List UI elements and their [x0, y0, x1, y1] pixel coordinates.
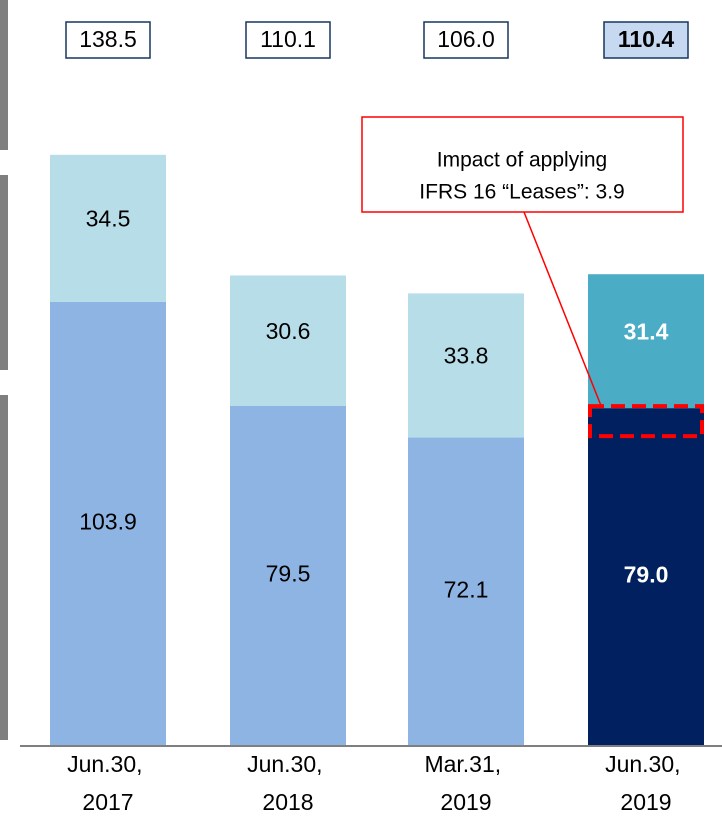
total-box — [603, 21, 689, 59]
value-label: 31.4 — [624, 318, 669, 344]
x-tick-label: Jun.30, 2017 — [67, 751, 149, 815]
value-label: 30.6 — [266, 318, 311, 344]
x-tick-line: Mar.31, — [424, 751, 507, 777]
side-marker — [0, 0, 8, 150]
x-tick-label: Jun.30, 2019 — [605, 751, 687, 815]
total-label: 110.1 — [260, 26, 316, 52]
value-label: 33.8 — [444, 343, 489, 369]
value-label: 79.0 — [624, 562, 669, 588]
impact-box — [588, 404, 704, 439]
x-tick-line: 2019 — [440, 789, 491, 815]
total-box — [423, 21, 509, 59]
bar-segment — [408, 437, 524, 745]
side-marker — [0, 395, 8, 740]
callout-line — [523, 211, 603, 409]
value-label: 79.5 — [266, 561, 311, 587]
x-tick-label: Mar.31, 2019 — [424, 751, 507, 815]
x-tick-line: Jun.30, — [67, 751, 149, 777]
annotation-text: Impact of applying — [437, 149, 607, 172]
side-marker — [0, 175, 8, 370]
bar-segment — [588, 408, 704, 745]
value-label: 103.9 — [79, 509, 137, 535]
value-label: 72.1 — [444, 576, 489, 602]
x-tick-label: Jun.30, 2018 — [247, 751, 329, 815]
x-tick-line: 2018 — [262, 789, 313, 815]
x-tick-line: 2017 — [82, 789, 133, 815]
total-label: 106.0 — [437, 26, 495, 52]
total-box — [65, 21, 151, 59]
total-label: 138.5 — [79, 26, 137, 52]
total-box — [245, 21, 331, 59]
x-tick-line: 2019 — [620, 789, 671, 815]
annotation-box — [361, 116, 684, 213]
bar-segment — [50, 301, 166, 745]
bar-segment — [230, 275, 346, 406]
total-label: 110.4 — [618, 26, 674, 52]
bar-segment — [408, 293, 524, 438]
x-tick-line: Jun.30, — [605, 751, 687, 777]
bar-segment — [230, 405, 346, 745]
bar-segment — [588, 274, 704, 409]
value-label: 34.5 — [86, 205, 131, 231]
annotation-text: IFRS 16 “Leases”: 3.9 — [419, 181, 624, 204]
bar-segment — [50, 154, 166, 302]
x-tick-line: Jun.30, — [247, 751, 329, 777]
